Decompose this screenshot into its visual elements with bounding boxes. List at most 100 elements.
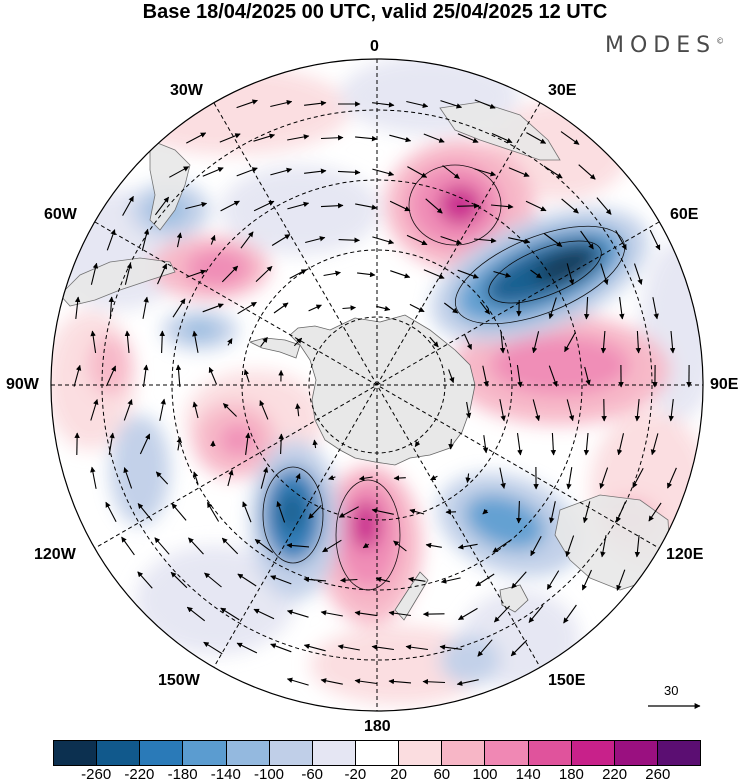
wind-vector	[543, 233, 563, 247]
wind-vector	[543, 165, 563, 179]
wind-vector	[338, 506, 359, 518]
wind-vector	[237, 301, 257, 315]
wind-vector	[362, 542, 370, 549]
wind-vector	[227, 469, 234, 487]
wind-vector	[549, 501, 556, 524]
wind-vector	[293, 337, 303, 347]
wind-vector	[376, 305, 391, 312]
wind-vector	[389, 200, 411, 212]
wind-vector	[236, 642, 258, 654]
wind-vector	[286, 677, 309, 686]
colorbar-tick-label: -60	[301, 766, 324, 783]
wind-vector	[372, 101, 395, 108]
wind-vector	[372, 168, 395, 177]
wind-vector	[295, 473, 301, 483]
wind-vector	[253, 608, 275, 620]
wind-vector	[648, 502, 662, 522]
lon-label-30e: 30E	[548, 82, 577, 99]
wind-vector	[90, 330, 97, 353]
wind-vector	[159, 330, 165, 354]
wind-vector	[154, 537, 170, 555]
wind-vector	[192, 471, 199, 485]
wind-vector	[221, 265, 239, 283]
wind-vector	[208, 366, 218, 385]
wind-vector	[278, 433, 284, 455]
wind-vector	[599, 467, 609, 489]
wind-vector	[253, 133, 276, 142]
wind-vector	[440, 100, 463, 109]
wind-vector	[578, 164, 596, 180]
wind-vector	[123, 467, 133, 489]
colorbar-swatch	[571, 741, 615, 765]
colorbar-tick-label: -260	[81, 766, 112, 783]
wind-vector	[583, 432, 590, 456]
wind-vector	[303, 576, 327, 583]
wind-vector	[320, 678, 343, 685]
wind-vector	[242, 501, 252, 523]
wind-vector	[270, 643, 292, 653]
wind-vector	[220, 607, 240, 621]
wind-vector	[583, 296, 590, 320]
wind-vector	[616, 501, 626, 523]
wind-vector	[260, 336, 268, 347]
wind-vector	[409, 303, 425, 313]
wind-vector	[121, 536, 135, 556]
wind-vector	[203, 641, 223, 655]
colorbar-tick-label: 220	[602, 766, 628, 783]
wind-vector	[632, 468, 644, 489]
colorbar-tick-label: -20	[344, 766, 367, 783]
wind-vector	[270, 99, 293, 108]
wind-vector	[464, 334, 472, 350]
wind-vector	[499, 399, 506, 422]
wind-vector	[389, 134, 412, 143]
wind-vector	[508, 167, 530, 177]
wind-vector	[236, 167, 258, 177]
wind-vector	[202, 167, 224, 177]
wind-vector	[175, 364, 182, 388]
wind-vector	[354, 678, 377, 685]
new-zealand	[394, 571, 429, 621]
wind-vector	[328, 474, 336, 481]
wind-vector	[600, 535, 607, 558]
colorbar-tick-label: -220	[124, 766, 155, 783]
colorbar-swatch	[657, 741, 701, 765]
wind-vector	[287, 201, 310, 210]
wind-vector	[185, 201, 208, 210]
lon-label-60w: 60W	[44, 206, 77, 223]
wind-vector	[337, 169, 361, 176]
wind-vector	[566, 263, 575, 286]
wind-vector	[635, 330, 642, 354]
wind-vector	[425, 198, 443, 214]
wind-vector	[357, 271, 376, 278]
wind-vector	[516, 500, 522, 524]
wind-vector	[202, 303, 224, 313]
wind-vector	[156, 263, 168, 285]
wind-vector	[155, 471, 169, 485]
wind-vector	[490, 203, 514, 210]
lon-label-90e: 90E	[710, 376, 739, 393]
colorbar-swatch	[442, 741, 486, 765]
wind-vector	[650, 433, 659, 456]
wind-vector	[186, 132, 207, 144]
modes-logo: MODES©	[605, 33, 724, 58]
wind-vector	[122, 195, 134, 216]
wind-vector	[375, 576, 390, 583]
wind-vector	[90, 466, 97, 489]
wind-vector	[414, 440, 421, 448]
wind-vector	[90, 262, 99, 285]
wind-vector	[371, 644, 394, 651]
wind-vector	[600, 263, 609, 286]
wind-vector	[581, 569, 593, 591]
wind-vector	[422, 678, 446, 685]
wind-vector	[457, 133, 479, 143]
wind-vector	[430, 475, 438, 481]
wind-vector	[477, 639, 493, 657]
lon-label-120w: 120W	[34, 546, 76, 563]
wind-vector	[456, 679, 479, 686]
wind-vector	[355, 135, 378, 142]
wind-vector	[482, 508, 489, 515]
wind-vector	[236, 99, 258, 109]
reference-vector-label: 30	[664, 683, 679, 698]
colorbar-swatch	[312, 741, 356, 765]
wind-vector	[423, 269, 445, 279]
